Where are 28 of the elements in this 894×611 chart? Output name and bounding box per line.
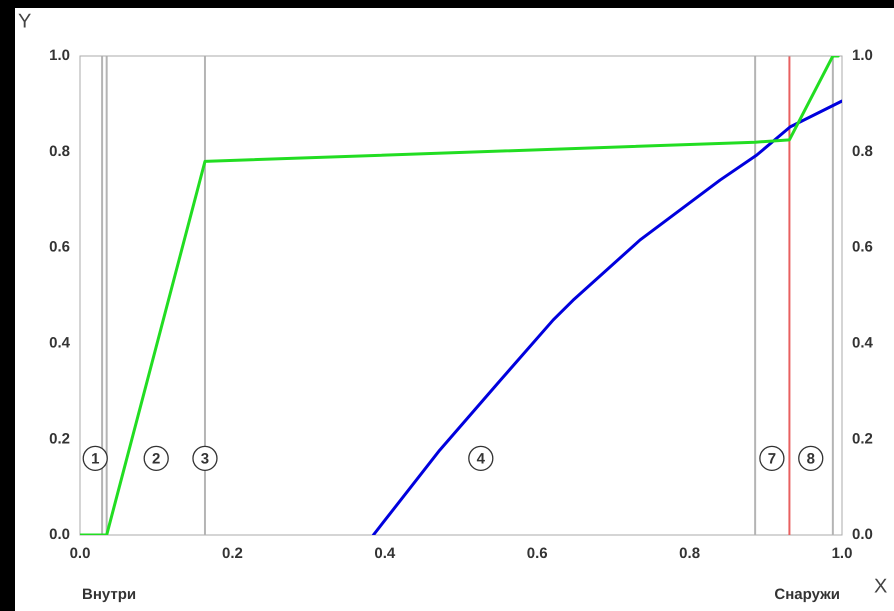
y2-tick-label: 0.4 xyxy=(852,334,874,352)
annotation: 7 xyxy=(768,450,776,468)
annotation: 2 xyxy=(152,450,160,468)
x-axis-title: X xyxy=(874,576,888,598)
annotation: 3 xyxy=(200,450,210,468)
x-tick-label: 1.0 xyxy=(832,545,852,562)
y-tick-label: 0.4 xyxy=(49,334,71,352)
x-tick-label: 0.0 xyxy=(70,545,90,562)
x-tick-label: 0.6 xyxy=(526,545,548,562)
y-tick-label: 0.6 xyxy=(49,238,70,256)
y-tick-label: 1.0 xyxy=(49,47,70,64)
text: Снаружи xyxy=(774,586,840,604)
annotation: 1 xyxy=(91,450,100,468)
text: Внутри xyxy=(82,586,136,604)
y2-tick-label: 1.0 xyxy=(852,47,873,64)
x-tick-label: 0.8 xyxy=(679,545,700,562)
x-tick-label: 0.2 xyxy=(222,545,243,562)
y2-tick-label: 0.8 xyxy=(852,142,873,160)
y-tick-label: 0.8 xyxy=(49,142,70,160)
y-tick-label: 0.2 xyxy=(49,430,70,448)
annotation: 8 xyxy=(806,450,815,468)
y2-tick-label: 0.0 xyxy=(852,526,873,544)
y-tick-label: 0.0 xyxy=(49,526,70,544)
annotation: 4 xyxy=(476,450,486,468)
y-axis-title: Y xyxy=(18,10,32,33)
y2-tick-label: 0.6 xyxy=(852,238,873,256)
x-tick-label: 0.4 xyxy=(374,545,396,562)
y2-tick-label: 0.2 xyxy=(852,430,873,448)
